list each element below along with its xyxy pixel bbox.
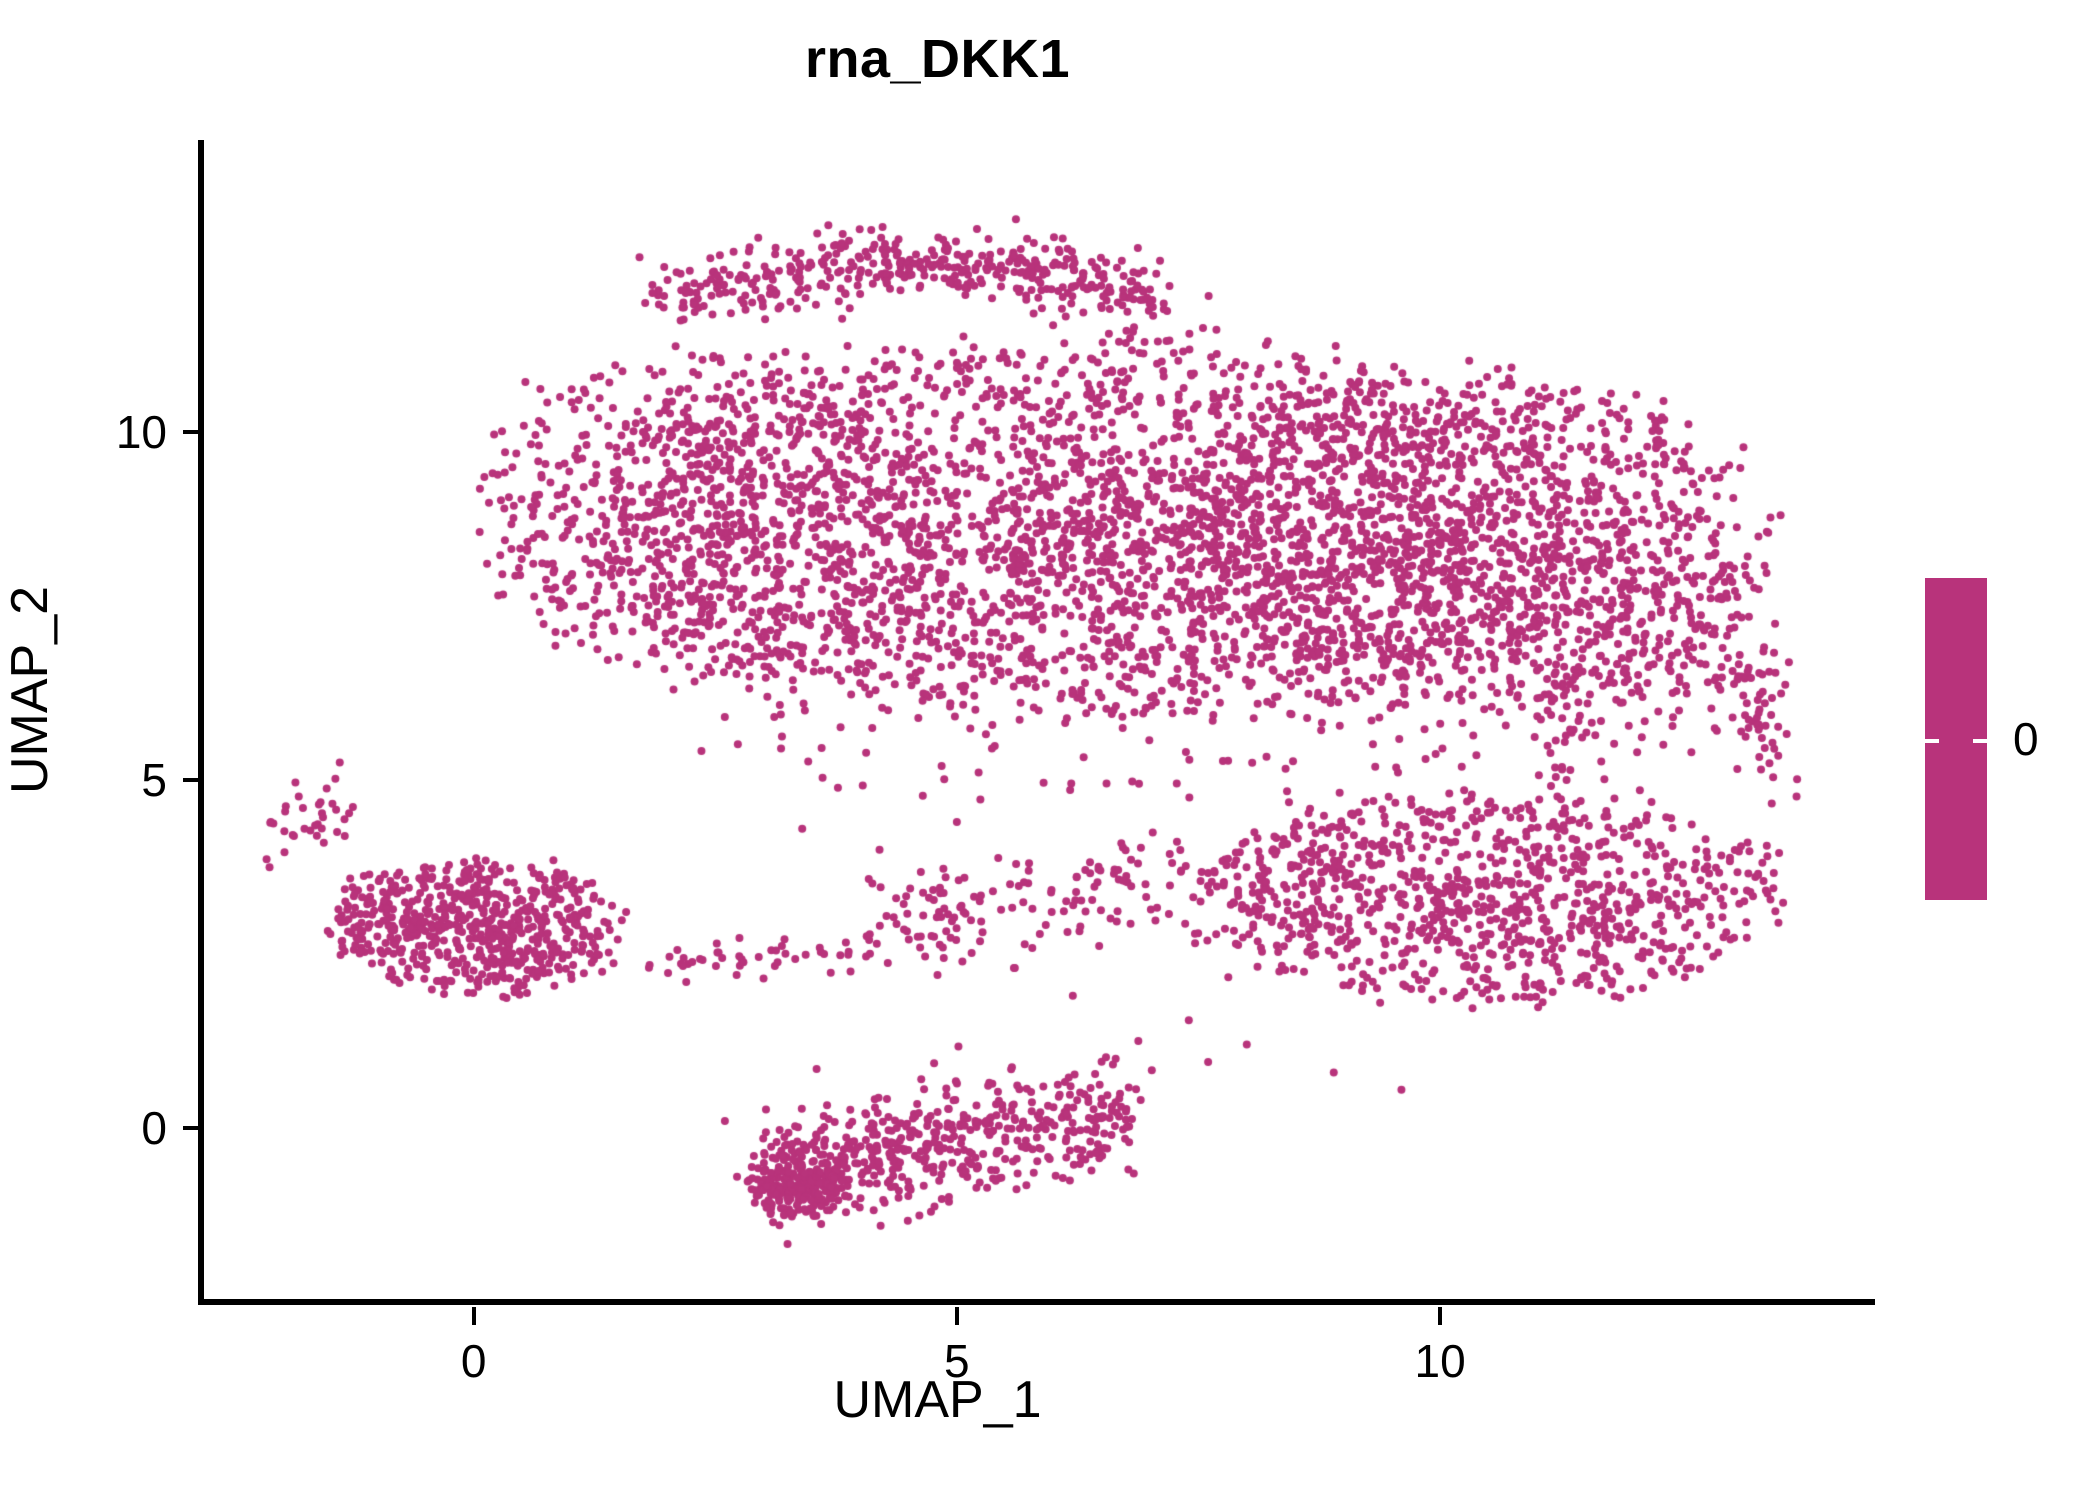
x-axis-title: UMAP_1 — [833, 1371, 1042, 1429]
y-tick-mark — [183, 430, 201, 435]
y-tick-label: 10 — [115, 406, 167, 459]
x-tick-label: 10 — [1414, 1335, 1466, 1387]
colorbar-tick-left — [1925, 739, 1939, 743]
x-tick-mark — [471, 1307, 476, 1325]
x-tick-mark — [1438, 1307, 1443, 1325]
legend-colorbar: 0 — [1925, 578, 2100, 908]
x-tick-label: 0 — [460, 1335, 487, 1387]
y-axis-line — [198, 140, 204, 1305]
plot-panel — [203, 140, 1875, 1302]
colorbar-tick-label: 0 — [2013, 713, 2039, 765]
colorbar-tick-right — [1973, 739, 1987, 743]
y-tick-label: 0 — [141, 1102, 167, 1155]
x-tick-label: 5 — [944, 1335, 970, 1387]
y-tick-mark — [183, 1126, 201, 1131]
x-axis-line — [198, 1299, 1875, 1305]
x-tick-mark — [954, 1307, 959, 1325]
y-axis-title: UMAP_2 — [1, 585, 59, 795]
scatter-plot-canvas — [203, 140, 1875, 1302]
colorbar-gradient — [1925, 578, 1987, 900]
y-tick-mark — [183, 778, 201, 783]
page-title: rna_DKK1 — [804, 29, 1071, 89]
y-tick-label: 5 — [141, 754, 167, 807]
